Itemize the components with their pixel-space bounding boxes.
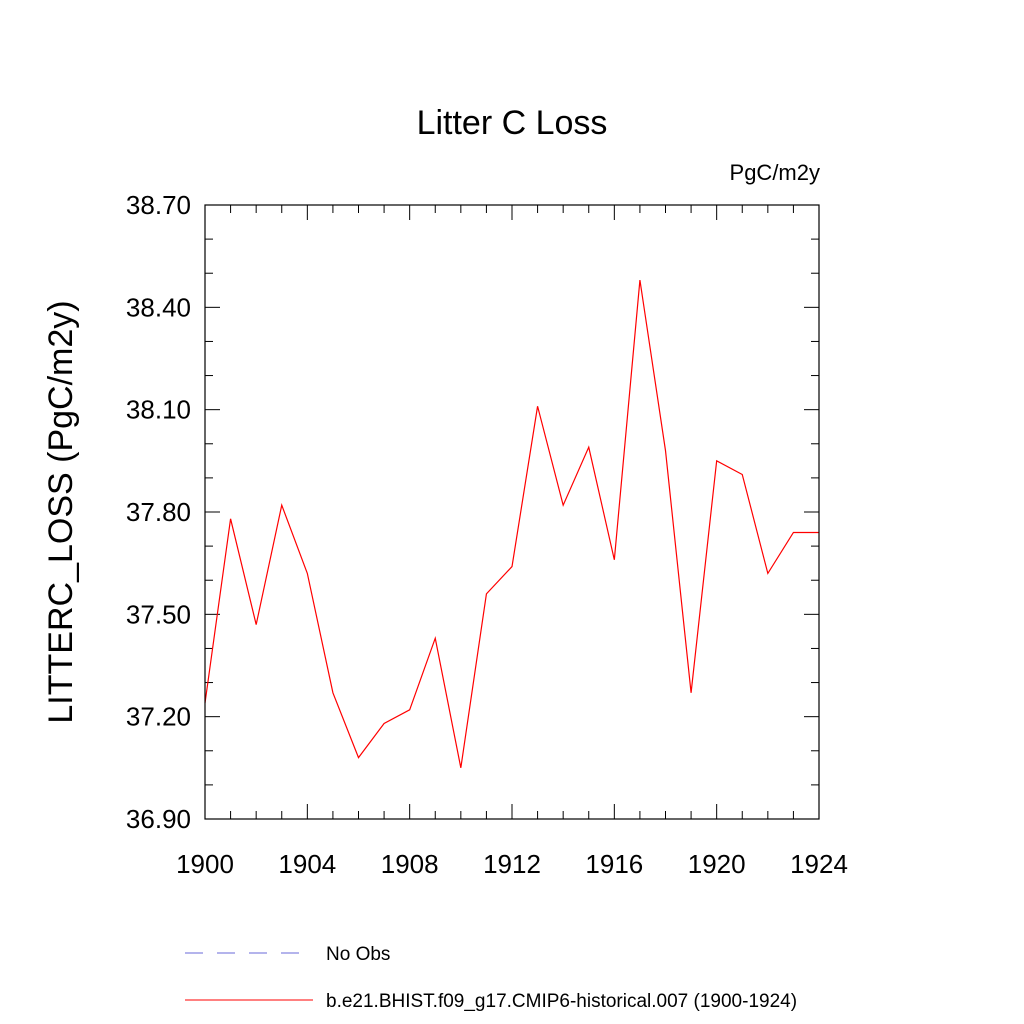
data-point	[306, 572, 308, 574]
data-point	[485, 593, 487, 595]
data-point	[792, 531, 794, 533]
y-tick-label: 36.90	[126, 804, 191, 834]
x-tick-label: 1912	[483, 849, 541, 879]
data-point	[767, 572, 769, 574]
data-point	[715, 460, 717, 462]
data-point	[639, 279, 641, 281]
legend: No Obs b.e21.BHIST.f09_g17.CMIP6-historic…	[185, 944, 797, 1012]
x-tick-label: 1916	[585, 849, 643, 879]
y-axis-label: LITTERC_LOSS (PgC/m2y)	[42, 300, 80, 723]
data-point	[511, 565, 513, 567]
y-tick-label: 37.50	[126, 599, 191, 629]
x-tick-label: 1924	[790, 849, 848, 879]
data-point	[562, 504, 564, 506]
data-point	[383, 722, 385, 724]
series-layer	[204, 279, 819, 769]
data-point	[460, 767, 462, 769]
data-point	[229, 518, 231, 520]
series-line	[204, 279, 819, 768]
chart-title: Litter C Loss	[417, 104, 608, 142]
data-point	[690, 692, 692, 694]
data-point	[357, 756, 359, 758]
legend-label-1: No Obs	[326, 944, 390, 965]
units-label: PgC/m2y	[730, 160, 820, 185]
y-tick-label: 38.40	[126, 292, 191, 322]
data-point	[613, 559, 615, 561]
data-point	[536, 405, 538, 407]
y-tick-label: 38.10	[126, 395, 191, 425]
data-point	[281, 504, 283, 506]
plot-frame	[204, 204, 820, 820]
data-point	[408, 709, 410, 711]
data-point	[434, 637, 436, 639]
axis-ticks: 1900 1904 1908 1912 1916 1920 1924 36.90 37.20 37…	[126, 190, 848, 879]
data-point	[588, 446, 590, 448]
x-tick-label: 1908	[381, 849, 439, 879]
legend-label-2: b.e21.BHIST.f09_g17.CMIP6-historical.007…	[326, 991, 797, 1012]
data-point	[664, 449, 666, 451]
y-tick-label: 37.20	[126, 702, 191, 732]
data-point	[741, 473, 743, 475]
data-point	[255, 623, 257, 625]
data-point	[332, 692, 334, 694]
y-tick-label: 38.70	[126, 190, 191, 220]
x-tick-label: 1900	[176, 849, 234, 879]
x-tick-label: 1920	[688, 849, 746, 879]
y-tick-label: 37.80	[126, 497, 191, 527]
x-tick-label: 1904	[278, 849, 336, 879]
